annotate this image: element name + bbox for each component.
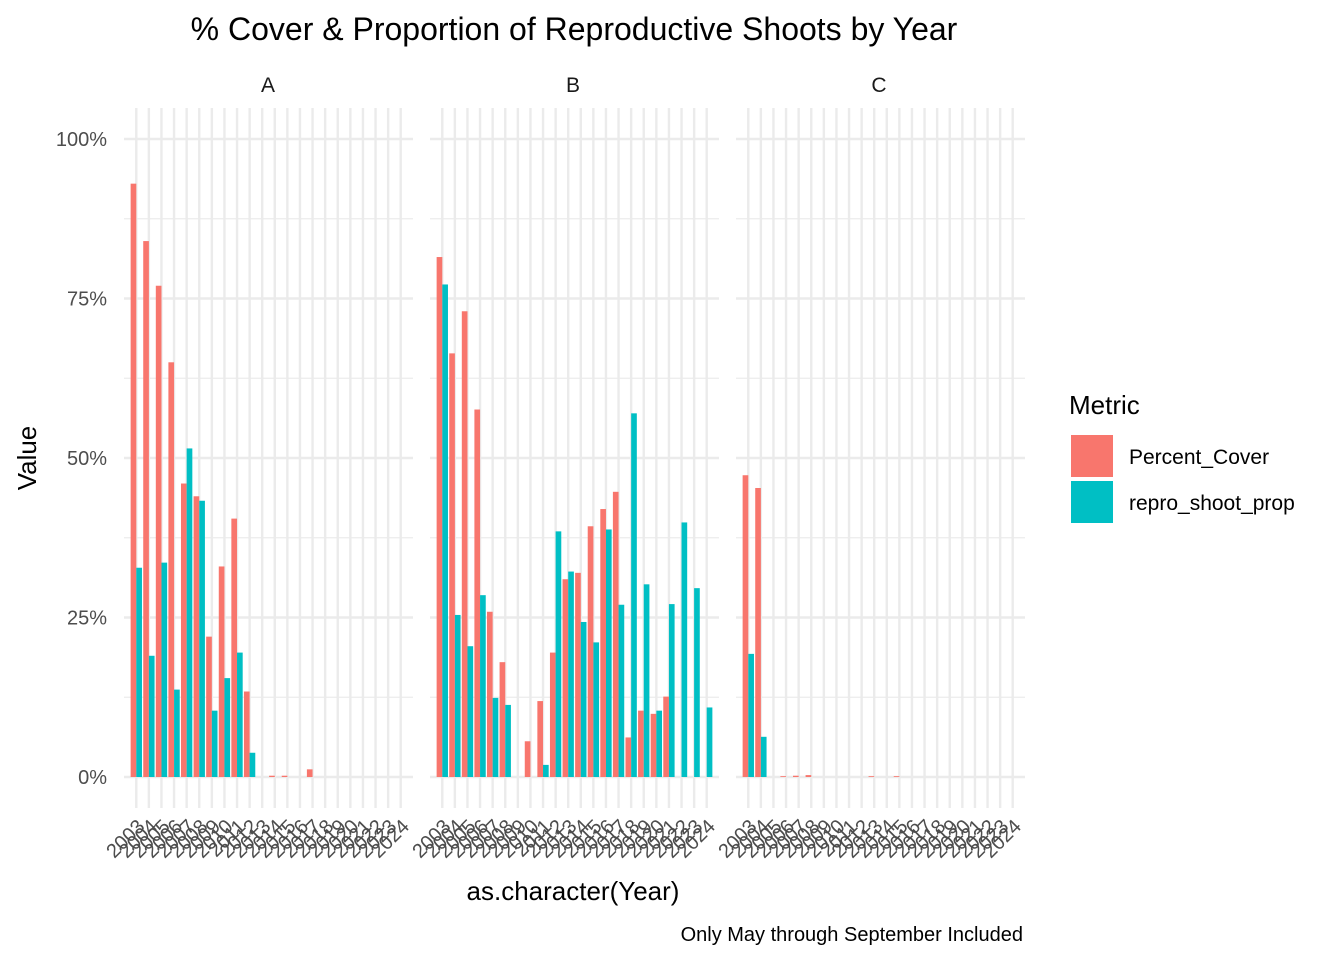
facet-strip-a: A [261,74,275,97]
bar-b-repro-shoot-prop-2006 [480,595,486,777]
bar-a-percent-cover-2012 [243,691,250,777]
facet-strip-b: B [566,74,580,97]
bar-b-repro-shoot-prop-2014 [580,621,587,777]
bar-b-repro-shoot-prop-2022 [681,522,688,777]
bar-a-repro-shoot-prop-2004 [148,655,155,777]
bar-b-percent-cover-2016 [600,509,606,777]
legend-label-repro-shoot-prop: repro_shoot_prop [1129,492,1295,515]
bar-c-percent-cover-2007 [792,775,799,777]
bar-b-repro-shoot-prop-2013 [568,571,574,777]
bar-b-percent-cover-2017 [612,491,619,777]
bar-b-percent-cover-2021 [663,696,669,777]
bar-a-percent-cover-2011 [231,518,238,777]
bar-b-repro-shoot-prop-2018 [631,413,637,777]
bar-b-percent-cover-2008 [499,662,506,777]
y-tick-label: 75% [67,289,107,311]
y-tick-label: 100% [56,129,107,151]
y-tick-label: 25% [67,608,107,630]
legend: Metric Percent_Cover repro_shoot_prop [1069,390,1295,523]
bar-a-repro-shoot-prop-2008 [199,500,205,777]
bar-b-repro-shoot-prop-2012 [555,531,562,777]
legend-swatch-repro-shoot-prop [1071,481,1113,523]
bar-b-percent-cover-2020 [650,713,657,777]
bar-b-percent-cover-2010 [524,741,531,777]
bar-a-repro-shoot-prop-2011 [237,652,243,777]
bar-b-percent-cover-2004 [449,353,455,777]
x-axis-title: as.character(Year) [467,876,680,906]
bar-b-repro-shoot-prop-2005 [467,646,474,777]
bar-b-percent-cover-2012 [549,652,556,777]
bar-b-repro-shoot-prop-2004 [454,614,461,777]
bar-a-percent-cover-2008 [193,496,200,777]
legend-label-percent-cover: Percent_Cover [1129,446,1269,469]
bar-a-repro-shoot-prop-2012 [249,752,256,777]
facet-panel-c: 2003200420052006200720082009201020112012… [714,108,1026,863]
bar-b-percent-cover-2013 [562,579,569,777]
bar-a-percent-cover-2014 [269,775,275,777]
bar-b-percent-cover-2011 [537,701,544,777]
bar-b-repro-shoot-prop-2023 [694,588,700,777]
bar-b-percent-cover-2015 [587,526,594,777]
bar-a-percent-cover-2007 [180,483,187,777]
bar-a-repro-shoot-prop-2007 [186,448,193,777]
bar-b-repro-shoot-prop-2019 [643,584,650,777]
bar-b-percent-cover-2006 [474,409,481,777]
bar-b-percent-cover-2005 [461,311,468,777]
chart-title: % Cover & Proportion of Reproductive Sho… [191,11,958,47]
y-tick-label: 50% [67,448,107,470]
bar-b-repro-shoot-prop-2024 [706,707,713,777]
bar-b-repro-shoot-prop-2007 [492,697,499,777]
bar-b-repro-shoot-prop-2021 [668,604,675,777]
bar-a-repro-shoot-prop-2003 [136,567,142,777]
bar-a-percent-cover-2005 [155,285,162,777]
bar-b-repro-shoot-prop-2016 [605,529,612,777]
bar-b-repro-shoot-prop-2011 [543,764,549,777]
bar-a-percent-cover-2006 [168,362,175,777]
bar-b-percent-cover-2018 [625,737,632,777]
bar-a-repro-shoot-prop-2010 [224,678,231,777]
bar-c-repro-shoot-prop-2004 [760,736,767,777]
bar-b-repro-shoot-prop-2017 [618,604,625,777]
bar-a-percent-cover-2003 [130,183,137,777]
bar-c-percent-cover-2015 [893,776,900,777]
bar-b-repro-shoot-prop-2003 [442,284,448,777]
legend-title: Metric [1069,390,1140,420]
bar-c-percent-cover-2003 [742,475,749,777]
bar-a-percent-cover-2004 [143,241,149,777]
bar-a-repro-shoot-prop-2005 [161,562,168,777]
bar-c-percent-cover-2006 [780,776,787,777]
facet-strip-c: C [871,74,886,97]
facet-panel-b: 2003200420052006200720082009201020112012… [408,108,720,863]
bar-c-percent-cover-2004 [755,487,761,777]
bar-a-repro-shoot-prop-2009 [211,710,218,777]
bar-b-percent-cover-2007 [486,611,493,777]
bar-b-repro-shoot-prop-2008 [505,704,511,777]
plot-panels: 2003200420052006200720082009201020112012… [102,108,1026,863]
bar-c-percent-cover-2008 [805,775,812,777]
bar-a-percent-cover-2009 [206,636,212,777]
chart-caption: Only May through September Included [681,924,1023,946]
bar-c-repro-shoot-prop-2003 [748,653,754,777]
bar-b-percent-cover-2019 [638,710,644,777]
y-axis-ticks: 0% 25% 50% 75% 100% [56,129,107,789]
facet-panel-a: 2003200420052006200720082009201020112012… [102,108,414,863]
y-tick-label: 0% [78,767,107,789]
y-axis-title: Value [12,426,42,491]
bar-a-repro-shoot-prop-2006 [174,689,180,777]
bar-b-repro-shoot-prop-2015 [593,642,600,777]
bar-a-percent-cover-2015 [281,775,288,777]
bar-b-percent-cover-2014 [575,572,581,777]
legend-swatch-percent-cover [1071,435,1113,477]
bar-a-percent-cover-2010 [218,566,225,777]
bar-c-percent-cover-2013 [868,776,875,777]
bar-b-repro-shoot-prop-2020 [656,710,663,777]
bar-a-percent-cover-2017 [306,769,313,777]
bar-b-percent-cover-2003 [436,257,443,777]
